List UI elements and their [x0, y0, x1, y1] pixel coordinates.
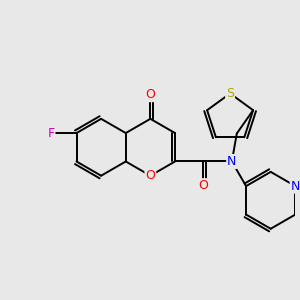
Text: F: F — [47, 127, 55, 140]
Text: S: S — [226, 87, 234, 100]
Text: N: N — [291, 180, 300, 193]
Text: O: O — [146, 169, 155, 182]
Text: O: O — [199, 179, 208, 192]
Text: N: N — [227, 155, 237, 168]
Text: O: O — [146, 88, 155, 101]
